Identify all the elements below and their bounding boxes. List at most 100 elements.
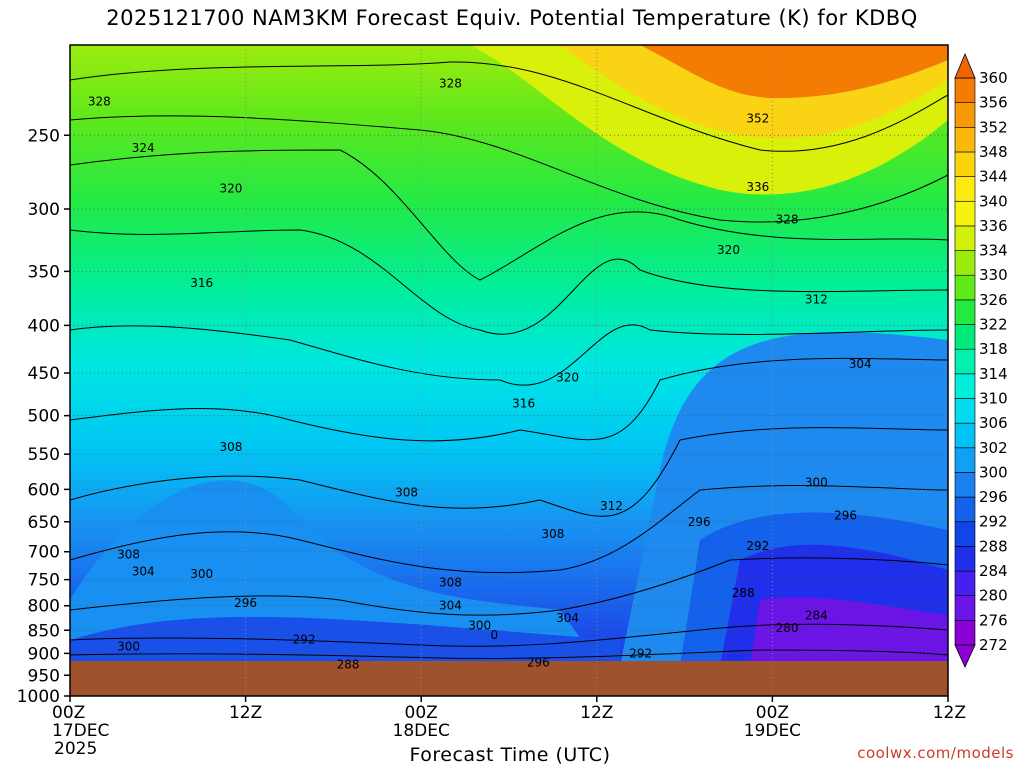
contour-labels: 328 328 352 324 320 336 328 320 316 312 304 320 316 3…	[88, 77, 872, 672]
contour-label-6: 328	[776, 213, 799, 227]
contour-label-24: 308	[439, 575, 462, 589]
y-tick-label-1000: 1000	[17, 687, 60, 707]
colorbar-max-arrow	[954, 52, 976, 79]
colorbar-label-348: 348	[979, 143, 1008, 161]
contour-label-30: 300	[468, 618, 491, 632]
colorbar-label-334: 334	[979, 242, 1008, 260]
colorbar-label-310: 310	[979, 389, 1008, 407]
colorbar-label-284: 284	[979, 562, 1008, 580]
contour-label-23: 300	[190, 567, 213, 581]
y-tick-label-800: 800	[28, 597, 60, 617]
colorbar-swatch-306	[954, 398, 976, 424]
colorbar-label-344: 344	[979, 168, 1008, 186]
contour-label-32: 0	[491, 628, 499, 642]
colorbar-swatch-340	[954, 176, 976, 202]
x-tick-year-0: 2025	[54, 739, 97, 759]
colorbar-swatch-300	[954, 447, 976, 473]
colorbar-min-arrow	[954, 644, 976, 668]
contour-label-3: 324	[132, 141, 155, 155]
warm-dome-inner	[640, 45, 948, 99]
colorbar-swatch-330	[954, 250, 976, 276]
contour-label-11: 320	[556, 370, 579, 384]
contour-label-14: 300	[805, 476, 828, 490]
contour-label-20: 292	[746, 539, 769, 553]
contour-label-9: 312	[805, 292, 828, 306]
colorbar: 272 276 280 284 288 292 296 300 302 306 310 314 318 3…	[954, 52, 1008, 668]
ground-surface	[70, 661, 948, 696]
contour-label-1: 328	[439, 77, 462, 91]
contour-label-19: 308	[541, 527, 564, 541]
y-tick-label-950: 950	[28, 666, 60, 686]
chart-title: 2025121700 NAM3KM Forecast Equiv. Potent…	[106, 6, 918, 30]
y-tick-label-350: 350	[28, 262, 60, 282]
contour-label-36: 296	[527, 655, 550, 669]
colorbar-swatch-310	[954, 373, 976, 399]
colorbar-label-318: 318	[979, 340, 1008, 358]
y-axis: 250 300 350 400 450 500 550 600 650 700 750 800 850 9…	[17, 126, 70, 707]
colorbar-label-356: 356	[979, 94, 1008, 112]
cold-region-right-core	[750, 597, 948, 665]
y-tick-label-300: 300	[28, 200, 60, 220]
plot-frame	[69, 44, 949, 697]
y-tick-label-400: 400	[28, 316, 60, 336]
colorbar-label-280: 280	[979, 587, 1008, 605]
contour-label-28: 284	[805, 609, 828, 623]
colorbar-swatch-280	[954, 570, 976, 596]
colorbar-swatch-322	[954, 299, 976, 325]
contour-label-18: 296	[688, 515, 711, 529]
y-tick-label-750: 750	[28, 571, 60, 591]
colorbar-label-340: 340	[979, 192, 1008, 210]
contour-label-5: 336	[746, 180, 769, 194]
colorbar-label-330: 330	[979, 266, 1008, 284]
colorbar-swatch-356	[954, 77, 976, 103]
colorbar-label-300: 300	[979, 463, 1008, 481]
contour-label-15: 308	[395, 486, 418, 500]
y-tick-label-700: 700	[28, 543, 60, 563]
contour-label-8: 316	[190, 276, 213, 290]
colorbar-swatch-288	[954, 521, 976, 547]
contour-label-16: 312	[600, 499, 623, 513]
x-tick-label-0: 00Z	[52, 703, 85, 723]
x-tick-date-2: 18DEC	[393, 721, 450, 741]
colorbar-swatch-336	[954, 200, 976, 227]
y-tick-label-600: 600	[28, 480, 60, 500]
contour-label-35: 292	[629, 646, 652, 660]
contour-label-2: 352	[746, 112, 769, 126]
colorbar-label-302: 302	[979, 439, 1008, 457]
colorbar-swatch-296	[954, 472, 976, 498]
x-tick-date-4: 19DEC	[744, 721, 801, 741]
colorbar-label-296: 296	[979, 488, 1008, 506]
contour-label-21: 308	[117, 548, 140, 562]
colorbar-swatch-284	[954, 546, 976, 572]
colorbar-swatch-276	[954, 595, 976, 621]
colorbar-label-288: 288	[979, 537, 1008, 555]
colorbar-swatch-292	[954, 496, 976, 523]
contour-label-7: 320	[717, 243, 740, 257]
y-tick-label-450: 450	[28, 364, 60, 384]
contour-lines	[70, 61, 948, 659]
colorbar-swatch-352	[954, 102, 976, 128]
x-tick-label-2: 00Z	[405, 703, 438, 723]
contour-label-34: 300	[117, 640, 140, 654]
contour-label-33: 292	[293, 633, 316, 647]
contour-label-0: 328	[88, 95, 111, 109]
contour-label-37: 288	[337, 657, 360, 671]
colorbar-swatch-302	[954, 422, 976, 449]
colorbar-swatch-348	[954, 127, 976, 153]
contour-label-27: 304	[439, 599, 462, 613]
x-axis-title: Forecast Time (UTC)	[409, 744, 611, 766]
y-tick-label-550: 550	[28, 445, 60, 465]
colorbar-label-360: 360	[979, 69, 1008, 87]
y-tick-label-500: 500	[28, 407, 60, 427]
colorbar-swatch-334	[954, 225, 976, 251]
contour-label-29: 304	[556, 611, 579, 625]
contour-label-10: 304	[849, 357, 872, 371]
colorbar-label-336: 336	[979, 217, 1008, 235]
colorbar-label-322: 322	[979, 316, 1008, 334]
watermark: coolwx.com/models	[857, 744, 1014, 762]
x-tick-date-0: 17DEC	[52, 721, 109, 741]
colorbar-swatch-326	[954, 274, 976, 301]
colorbar-label-272: 272	[979, 636, 1008, 654]
x-tick-label-5: 12Z	[933, 703, 966, 723]
